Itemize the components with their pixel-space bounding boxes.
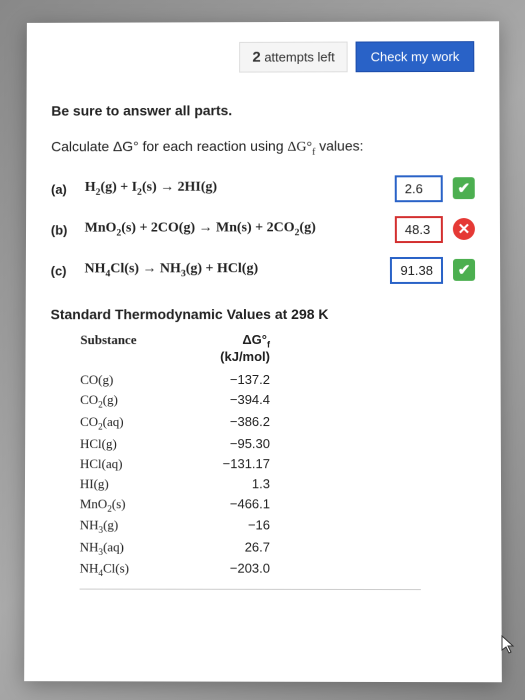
attempts-label: attempts left bbox=[264, 50, 334, 65]
table-row: HI(g)1.3 bbox=[80, 476, 476, 492]
table-header-row: Substance ΔG°f (kJ/mol) bbox=[80, 332, 475, 365]
value-cell: 1.3 bbox=[190, 476, 270, 492]
table-row: CO2(aq)−386.2 bbox=[80, 414, 476, 432]
attempts-number: 2 bbox=[252, 49, 260, 66]
reaction-label: (c) bbox=[51, 263, 75, 278]
answer-input[interactable]: 2.6 bbox=[395, 175, 443, 202]
reaction-equation: NH4Cl(s) → NH3(g) + HCl(g) bbox=[85, 261, 381, 279]
prompt-text: Calculate ΔG° for each reaction using ΔG… bbox=[51, 137, 475, 158]
reaction-label: (b) bbox=[51, 222, 75, 237]
substance-cell: NH3(g) bbox=[80, 517, 190, 535]
reaction-row: (a) H2(g) + I2(s) → 2HI(g) 2.6 ✔ bbox=[51, 175, 475, 203]
table-row: NH3(aq)26.7 bbox=[80, 539, 476, 557]
table-body: CO(g)−137.2CO2(g)−394.4CO2(aq)−386.2HCl(… bbox=[80, 372, 477, 579]
substance-cell: HI(g) bbox=[80, 476, 190, 492]
table-row: MnO2(s)−466.1 bbox=[80, 496, 476, 514]
substance-cell: NH3(aq) bbox=[80, 539, 190, 557]
table-row: CO2(g)−394.4 bbox=[80, 392, 475, 410]
substance-cell: NH4Cl(s) bbox=[80, 561, 190, 579]
substance-cell: CO(g) bbox=[80, 372, 190, 388]
value-cell: −386.2 bbox=[190, 414, 270, 432]
thermo-table: Substance ΔG°f (kJ/mol) CO(g)−137.2CO2(g… bbox=[80, 332, 477, 579]
answer-input[interactable]: 48.3 bbox=[395, 216, 443, 243]
table-row: CO(g)−137.2 bbox=[80, 372, 475, 388]
mouse-cursor-icon bbox=[501, 635, 517, 660]
correct-icon: ✔ bbox=[453, 259, 475, 281]
table-row: NH3(g)−16 bbox=[80, 517, 476, 535]
answer-input[interactable]: 91.38 bbox=[390, 257, 443, 284]
attempts-box: 2 attempts left bbox=[239, 42, 347, 73]
value-cell: −131.17 bbox=[190, 456, 270, 472]
reaction-row: (b) MnO2(s) + 2CO(g) → Mn(s) + 2CO2(g) 48.… bbox=[51, 216, 475, 244]
reaction-equation: H2(g) + I2(s) → 2HI(g) bbox=[85, 180, 385, 198]
prompt-prefix: Calculate ΔG° for each reaction using bbox=[51, 138, 287, 154]
instruction-text: Be sure to answer all parts. bbox=[51, 102, 474, 119]
reaction-label: (a) bbox=[51, 182, 75, 197]
value-cell: −394.4 bbox=[190, 392, 270, 410]
table-row: HCl(aq)−131.17 bbox=[80, 456, 476, 472]
value-cell: 26.7 bbox=[190, 539, 270, 557]
table-row: NH4Cl(s)−203.0 bbox=[80, 561, 477, 579]
value-cell: −203.0 bbox=[190, 561, 270, 579]
substance-cell: HCl(g) bbox=[80, 436, 190, 452]
reaction-equation: MnO2(s) + 2CO(g) → Mn(s) + 2CO2(g) bbox=[85, 221, 385, 239]
reaction-row: (c) NH4Cl(s) → NH3(g) + HCl(g) 91.38 ✔ bbox=[51, 257, 475, 284]
prompt-suffix: values: bbox=[315, 138, 363, 154]
value-cell: −466.1 bbox=[190, 496, 270, 514]
substance-cell: CO2(aq) bbox=[80, 414, 190, 432]
reactions-list: (a) H2(g) + I2(s) → 2HI(g) 2.6 ✔ (b) MnO2(s) … bbox=[51, 175, 475, 284]
question-card: 2 attempts left Check my work Be sure to… bbox=[24, 21, 502, 682]
substance-cell: CO2(g) bbox=[80, 392, 190, 410]
topbar: 2 attempts left Check my work bbox=[51, 41, 474, 73]
value-cell: −16 bbox=[190, 517, 270, 535]
correct-icon: ✔ bbox=[453, 177, 475, 199]
substance-cell: HCl(aq) bbox=[80, 456, 190, 472]
wrong-icon: ✕ bbox=[453, 218, 475, 240]
delta-gf-symbol: ΔG°f bbox=[287, 140, 315, 155]
col-substance: Substance bbox=[80, 332, 190, 365]
table-row: HCl(g)−95.30 bbox=[80, 436, 476, 452]
substance-cell: MnO2(s) bbox=[80, 496, 190, 514]
divider bbox=[80, 589, 421, 591]
table-heading: Standard Thermodynamic Values at 298 K bbox=[51, 306, 476, 322]
check-my-work-button[interactable]: Check my work bbox=[356, 41, 475, 72]
value-cell: −95.30 bbox=[190, 436, 270, 452]
col-dgf: ΔG°f (kJ/mol) bbox=[190, 332, 270, 365]
value-cell: −137.2 bbox=[190, 372, 270, 388]
